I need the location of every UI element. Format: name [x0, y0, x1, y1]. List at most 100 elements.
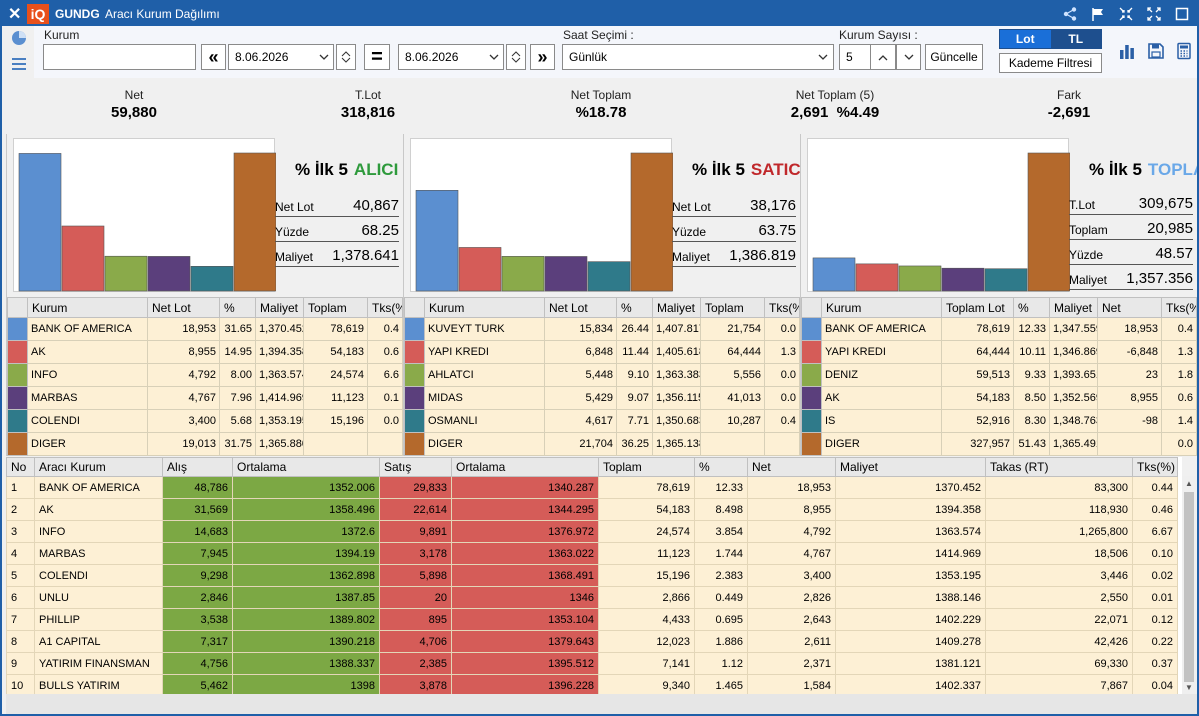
table-row[interactable]: 4 MARBAS 7,945 1394.19 3,178 1363.022 11,123 1.…	[6, 542, 1178, 565]
column-header[interactable]: Tks(%)	[1132, 457, 1178, 477]
toplam-bar-2	[855, 263, 899, 292]
table-row[interactable]: YAPI KREDI 64,444 10.11 1,346.869 -6,848 1.3	[801, 340, 1197, 364]
pie-chart-icon[interactable]	[9, 28, 29, 48]
start-date-stepper[interactable]	[336, 44, 356, 70]
column-header[interactable]: Tks(%	[367, 297, 403, 318]
save-icon[interactable]	[1145, 40, 1167, 62]
maximize-icon[interactable]	[1173, 5, 1191, 23]
column-header[interactable]: No	[6, 457, 35, 477]
column-header[interactable]: Aracı Kurum	[34, 457, 163, 477]
alici-bar-chart	[18, 152, 276, 292]
expand-icon[interactable]	[1145, 5, 1163, 23]
calculator-icon[interactable]	[1173, 40, 1195, 62]
column-header[interactable]: Satış	[379, 457, 452, 477]
satici-bar-1	[415, 190, 459, 292]
column-header[interactable]: Tks(%	[1161, 297, 1197, 318]
table-row[interactable]: DIGER 21,704 36.25 1,365.138	[404, 432, 800, 456]
column-header[interactable]: Takas (RT)	[985, 457, 1133, 477]
column-header[interactable]: Kurum	[27, 297, 148, 318]
table-row[interactable]: BANK OF AMERICA 78,619 12.33 1,347.559 18,95…	[801, 317, 1197, 341]
equals-button[interactable]: =	[364, 44, 390, 70]
end-date-stepper[interactable]	[506, 44, 526, 70]
kurum-input[interactable]	[43, 44, 196, 70]
bar-chart-icon[interactable]	[1116, 40, 1138, 62]
tl-toggle[interactable]: TL	[1068, 32, 1084, 46]
column-header[interactable]: Toplam Lot	[941, 297, 1014, 318]
scroll-thumb[interactable]	[1184, 492, 1194, 682]
table-cell: 69,330	[985, 652, 1133, 675]
column-header[interactable]: Kurum	[424, 297, 545, 318]
column-header[interactable]: %	[1013, 297, 1050, 318]
table-cell: 78,619	[941, 317, 1014, 341]
column-header[interactable]: %	[616, 297, 653, 318]
table-row[interactable]: 1 BANK OF AMERICA 48,786 1352.006 29,833 1340…	[6, 476, 1178, 499]
unit-toggle[interactable]: Lot TL	[999, 29, 1102, 49]
table-row[interactable]: 10 BULLS YATIRIM 5,462 1398 3,878 1396.228 9,3…	[6, 674, 1178, 694]
table-row[interactable]: 3 INFO 14,683 1372.6 9,891 1376.972 24,574 3.85…	[6, 520, 1178, 543]
table-row[interactable]: 5 COLENDI 9,298 1362.898 5,898 1368.491 15,196…	[6, 564, 1178, 587]
flag-icon[interactable]	[1089, 5, 1107, 23]
scroll-down-icon[interactable]: ▼	[1185, 683, 1193, 692]
column-header[interactable]: Maliyet	[1049, 297, 1098, 318]
table-row[interactable]: OSMANLI 4,617 7.71 1,350.683 10,287 0.4	[404, 409, 800, 433]
table-row[interactable]: MIDAS 5,429 9.07 1,356.115 41,013 0.0	[404, 386, 800, 410]
table-row[interactable]: IS 52,916 8.30 1,348.763 -98 1.4	[801, 409, 1197, 433]
table-cell: 11,123	[598, 542, 695, 565]
table-row[interactable]: 2 AK 31,569 1358.496 22,614 1344.295 54,183 8.4…	[6, 498, 1178, 521]
table-row[interactable]: AK 54,183 8.50 1,352.569 8,955 0.6	[801, 386, 1197, 410]
guncelle-button[interactable]: Güncelle	[925, 44, 983, 70]
column-header[interactable]: Maliyet	[255, 297, 304, 318]
table-row[interactable]: AHLATCI 5,448 9.10 1,363.383 5,556 0.0	[404, 363, 800, 387]
satici-bar-chart	[415, 152, 673, 292]
menu-icon[interactable]	[9, 54, 29, 74]
table-row[interactable]: 8 A1 CAPITAL 7,317 1390.218 4,706 1379.643 12,…	[6, 630, 1178, 653]
column-header[interactable]: Kurum	[821, 297, 942, 318]
table-row[interactable]: BANK OF AMERICA 18,953 31.65 1,370.452 78,61…	[7, 317, 403, 341]
column-header[interactable]: Toplam	[598, 457, 695, 477]
table-row[interactable]: INFO 4,792 8.00 1,363.574 24,574 6.6	[7, 363, 403, 387]
end-date-dropdown[interactable]	[484, 44, 504, 70]
column-header[interactable]: %	[694, 457, 748, 477]
date-back-button[interactable]: «	[201, 44, 226, 70]
start-date-dropdown[interactable]	[314, 44, 334, 70]
vertical-scrollbar[interactable]: ▲ ▼	[1182, 476, 1196, 694]
column-header[interactable]: %	[219, 297, 256, 318]
table-row[interactable]: DIGER 19,013 31.75 1,365.880	[7, 432, 403, 456]
stat-label: Toplam	[1069, 223, 1108, 237]
table-cell: INFO	[34, 520, 163, 543]
column-header[interactable]: Ortalama	[232, 457, 380, 477]
saat-dropdown[interactable]	[812, 44, 834, 70]
table-row[interactable]: 6 UNLU 2,846 1387.85 20 1346 2,866 0.449 2,826 13…	[6, 586, 1178, 609]
column-header[interactable]: Maliyet	[652, 297, 701, 318]
column-header[interactable]: Alış	[162, 457, 233, 477]
table-row[interactable]: YAPI KREDI 6,848 11.44 1,405.618 64,444 1.3	[404, 340, 800, 364]
close-icon[interactable]: ✕	[8, 6, 22, 23]
table-row[interactable]: MARBAS 4,767 7.96 1,414.969 11,123 0.1	[7, 386, 403, 410]
kurum-sayisi-down[interactable]	[896, 44, 921, 70]
table-cell: 4,767	[147, 386, 220, 410]
table-row[interactable]: DIGER 327,957 51.43 1,365.491 0.0	[801, 432, 1197, 456]
column-header[interactable]: Ortalama	[451, 457, 599, 477]
lot-toggle[interactable]: Lot	[1000, 30, 1051, 48]
table-row[interactable]: AK 8,955 14.95 1,394.358 54,183 0.6	[7, 340, 403, 364]
column-header[interactable]: Maliyet	[835, 457, 986, 477]
table-row[interactable]: 9 YATIRIM FINANSMAN 4,756 1388.337 2,385 1395…	[6, 652, 1178, 675]
table-row[interactable]: DENIZ 59,513 9.33 1,393.651 23 1.8	[801, 363, 1197, 387]
share-icon[interactable]	[1061, 5, 1079, 23]
column-header[interactable]: Tks(%	[764, 297, 800, 318]
date-forward-button[interactable]: »	[530, 44, 555, 70]
saat-select[interactable]: Günlük	[562, 44, 834, 70]
table-row[interactable]: KUVEYT TURK 15,834 26.44 1,407.817 21,754 0.0	[404, 317, 800, 341]
column-header[interactable]: Net Lot	[147, 297, 220, 318]
kurum-sayisi-up[interactable]	[870, 44, 896, 70]
table-row[interactable]: 7 PHILLIP 3,538 1389.802 895 1353.104 4,433 0.6…	[6, 608, 1178, 631]
table-row[interactable]: COLENDI 3,400 5.68 1,353.195 15,196 0.0	[7, 409, 403, 433]
kademe-filtresi-button[interactable]: Kademe Filtresi	[999, 53, 1102, 73]
scroll-up-icon[interactable]: ▲	[1185, 479, 1193, 488]
collapse-icon[interactable]	[1117, 5, 1135, 23]
column-header[interactable]: Toplam	[700, 297, 765, 318]
column-header[interactable]: Net	[747, 457, 836, 477]
column-header[interactable]: Toplam	[303, 297, 368, 318]
column-header[interactable]: Net Lot	[544, 297, 617, 318]
column-header[interactable]: Net	[1097, 297, 1162, 318]
